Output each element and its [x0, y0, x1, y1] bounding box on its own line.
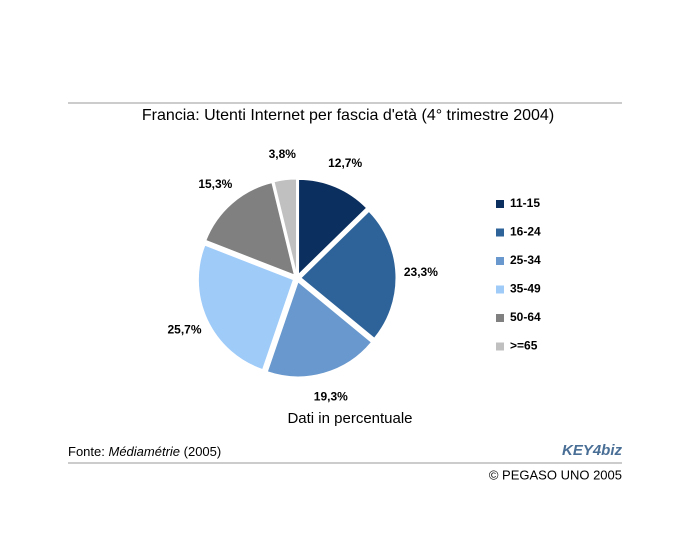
legend-label: 25-34: [510, 253, 541, 267]
pie-slice: [298, 178, 368, 276]
pie-slice: [273, 178, 298, 275]
legend-label: 16-24: [510, 225, 541, 239]
legend-swatch: [496, 200, 504, 208]
pie-slice: [266, 281, 373, 378]
legend-swatch: [496, 342, 504, 351]
chart-title: Francia: Utenti Internet per fascia d'et…: [142, 107, 554, 124]
legend-swatch: [496, 228, 504, 237]
pie-slice: [300, 210, 397, 339]
legend-label: >=65: [510, 339, 538, 353]
value-label: 12,7%: [328, 156, 362, 170]
source-year: (2005): [184, 444, 222, 459]
legend-swatch: [496, 257, 504, 265]
value-label: 25,7%: [168, 322, 202, 336]
legend-label: 50-64: [510, 310, 541, 324]
value-label: 23,3%: [404, 265, 438, 279]
value-label: 3,8%: [269, 147, 297, 161]
legend-label: 35-49: [510, 282, 541, 296]
value-label: 19,3%: [314, 389, 348, 403]
source-name: Médiamétrie: [108, 444, 180, 459]
logo: KEY4biz: [562, 442, 623, 459]
copyright: © PEGASO UNO 2005: [489, 467, 622, 482]
pie-slice: [197, 244, 295, 371]
pie: 12,7% 23,3% 19,3% 25,7% 15,3% 3,8%: [168, 147, 439, 403]
chart-subtitle: Dati in percentuale: [287, 410, 412, 427]
legend-swatch: [496, 285, 504, 294]
pie-slice: [205, 182, 296, 276]
legend-swatch: [496, 314, 504, 322]
source-prefix: Fonte:: [68, 444, 105, 459]
legend-label: 11-15: [510, 196, 540, 210]
source: Fonte: Médiamétrie (2005): [68, 444, 221, 459]
value-label: 15,3%: [198, 177, 232, 191]
legend: 11-15 16-24 25-34 35-49 50-64 >=65: [496, 196, 541, 353]
